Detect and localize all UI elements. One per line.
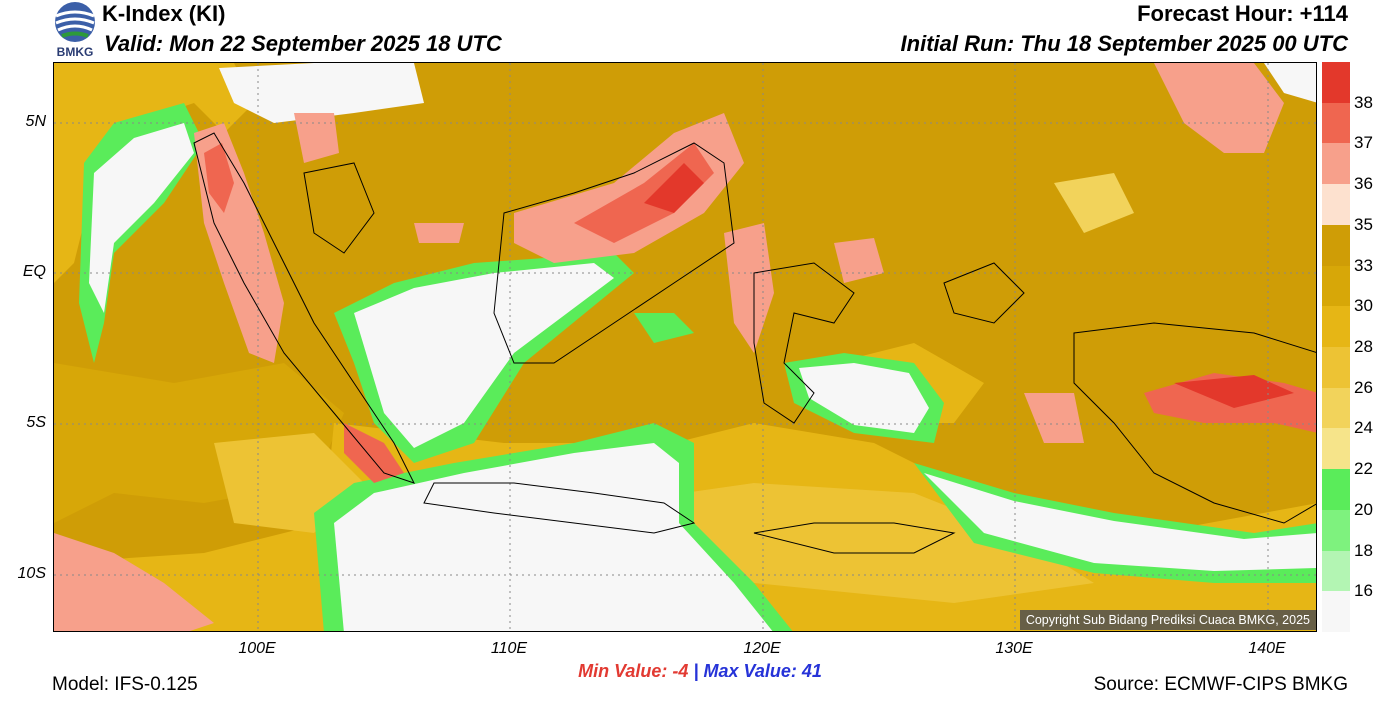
lat-label-5n: 5N [25, 113, 46, 130]
high-ki-red-regions [54, 63, 1316, 631]
colorbar-segment [1322, 62, 1350, 104]
very-low-ki-regions [89, 63, 1316, 631]
lon-label-130e: 130E [995, 640, 1033, 657]
max-value: Max Value: 41 [703, 661, 822, 681]
lon-label-120e: 120E [743, 640, 781, 657]
initial-run: Initial Run: Thu 18 September 2025 00 UT… [900, 31, 1348, 56]
min-value: Min Value: -4 [578, 661, 689, 681]
colorbar-label: 18 [1354, 540, 1373, 560]
lon-label-110e: 110E [490, 640, 528, 657]
valid-time: Valid: Mon 22 September 2025 18 UTC [104, 31, 502, 56]
lon-label-100e: 100E [238, 640, 276, 657]
colorbar-label: 35 [1354, 214, 1373, 234]
colorbar-segment [1322, 550, 1350, 592]
colorbar [1322, 62, 1350, 633]
coastlines [193, 132, 1316, 554]
colorbar-segment [1322, 387, 1350, 429]
colorbar-label: 28 [1354, 337, 1373, 356]
colorbar-segment [1322, 184, 1350, 226]
colorbar-label: 26 [1354, 377, 1373, 397]
source-label: Source: ECMWF-CIPS BMKG [1093, 674, 1348, 695]
colorbar-label: 37 [1354, 133, 1373, 153]
lat-label-eq: EQ [22, 263, 46, 280]
colorbar-label: 16 [1354, 581, 1373, 601]
colorbar-segment [1322, 469, 1350, 511]
colorbar-segment [1322, 265, 1350, 307]
colorbar-segment [1322, 509, 1350, 552]
logo-text: BMKG [56, 45, 94, 59]
separator: | [693, 661, 699, 681]
chart-title: K-Index (KI) [102, 1, 226, 26]
colorbar-segment [1322, 428, 1350, 470]
colorbar-segment [1322, 224, 1350, 267]
lat-label-10s: 10S [17, 565, 46, 582]
min-max-values: Min Value: -4 | Max Value: 41 [0, 661, 1400, 682]
colorbar-label: 22 [1354, 459, 1373, 479]
colorbar-segment [1322, 143, 1350, 185]
colorbar-label: 20 [1354, 499, 1373, 519]
colorbar-label: 38 [1354, 92, 1373, 112]
lat-label-5s: 5S [26, 414, 46, 431]
colorbar-segment [1322, 306, 1350, 348]
colorbar-label: 33 [1354, 255, 1373, 275]
model-label: Model: IFS-0.125 [52, 674, 198, 695]
colorbar-segment [1322, 102, 1350, 144]
map-canvas [54, 63, 1316, 631]
colorbar-label: 36 [1354, 174, 1373, 194]
colorbar-segment [1322, 591, 1350, 633]
colorbar-segment [1322, 347, 1350, 389]
graticule [54, 63, 1316, 631]
copyright-notice: Copyright Sub Bidang Prediksi Cuaca BMKG… [1019, 610, 1316, 630]
colorbar-label: 30 [1354, 296, 1373, 316]
bmkg-logo-icon [50, 0, 100, 62]
forecast-hour: Forecast Hour: +114 [1137, 1, 1348, 26]
colorbar-label: 24 [1354, 418, 1373, 438]
k-index-map [53, 62, 1317, 632]
lon-label-140e: 140E [1248, 640, 1286, 657]
